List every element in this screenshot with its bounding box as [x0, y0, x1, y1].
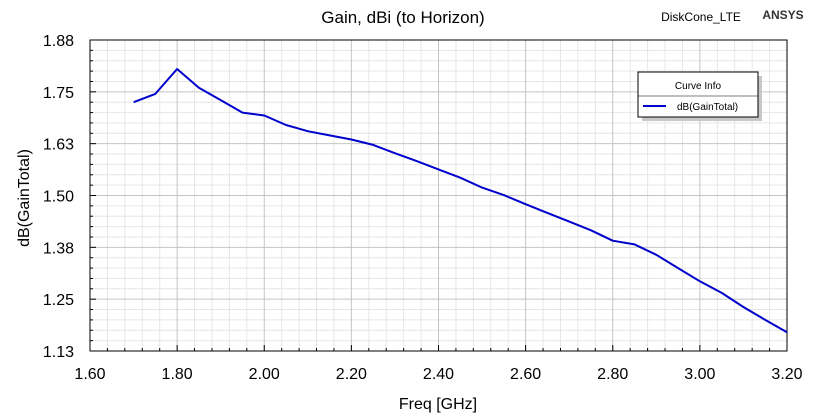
- y-tick-label: 1.88: [43, 33, 74, 50]
- y-tick-label: 1.38: [43, 240, 74, 257]
- x-tick-label: 2.20: [336, 366, 367, 383]
- y-tick-label: 1.50: [43, 189, 74, 206]
- x-tick-label: 2.00: [249, 366, 280, 383]
- legend-box: [637, 71, 759, 118]
- x-tick-label: 3.20: [771, 366, 802, 383]
- legend-title: Curve Info: [675, 81, 722, 92]
- y-tick-label: 1.75: [43, 85, 74, 102]
- project-name: DiskCone_LTE: [661, 10, 741, 24]
- x-tick-label: 1.80: [162, 366, 193, 383]
- series-line-gaintotal: [133, 68, 788, 334]
- y-tick-label: 1.25: [43, 292, 74, 309]
- brand-logo: ANSYS: [762, 8, 803, 22]
- x-tick-label: 1.60: [74, 366, 105, 383]
- plot-border: [89, 39, 788, 352]
- x-tick-labels: 1.60 1.80 2.00 2.20 2.40 2.60 2.80 3.00 3.20: [74, 366, 802, 383]
- x-tick-label: 3.00: [684, 366, 715, 383]
- x-tick-label: 2.60: [510, 366, 541, 383]
- y-tick-labels: 1.13 1.25 1.38 1.50 1.63 1.75 1.88: [43, 33, 74, 361]
- series-layer: [133, 68, 788, 334]
- y-axis-label: dB(GainTotal): [16, 149, 33, 247]
- x-tick-label: 2.40: [423, 366, 454, 383]
- x-axis-label: Freq [GHz]: [399, 396, 477, 413]
- legend[interactable]: Curve Info dB(GainTotal): [637, 71, 762, 121]
- x-tick-label: 2.80: [597, 366, 628, 383]
- y-tick-label: 1.13: [43, 344, 74, 361]
- major-grid: [90, 40, 787, 351]
- chart-title: Gain, dBi (to Horizon): [321, 8, 484, 27]
- y-tick-label: 1.63: [43, 137, 74, 154]
- legend-entry: dB(GainTotal): [677, 102, 738, 113]
